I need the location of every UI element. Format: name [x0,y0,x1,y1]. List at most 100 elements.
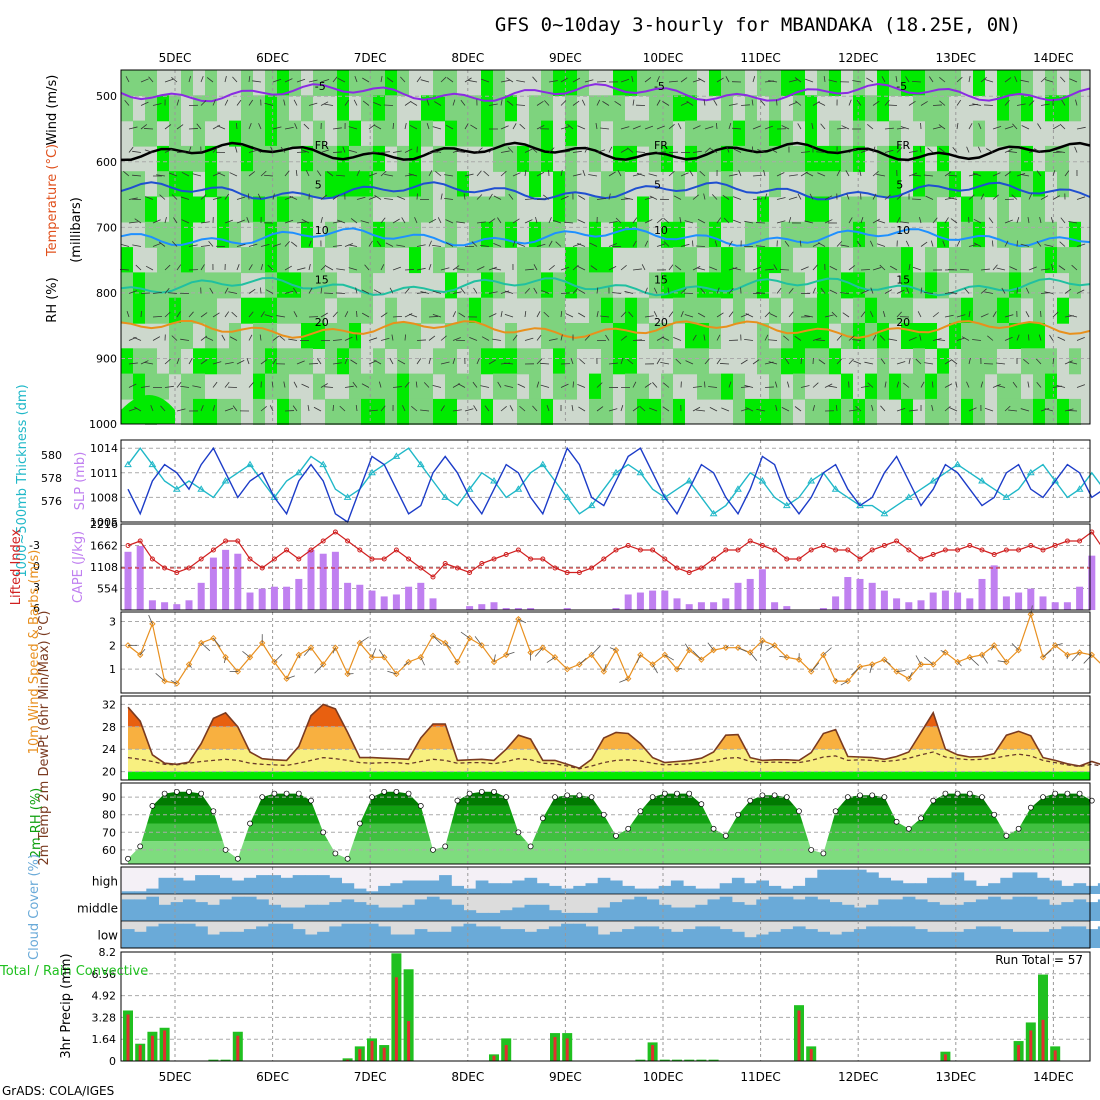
wind-barb [788,174,798,177]
lifted-index-point [296,556,302,562]
rh-cell [1021,221,1033,248]
wind-barb [170,680,177,684]
cloud-middle-bar [451,904,464,921]
cloud-high-bar [280,877,294,894]
wind-barb [679,216,682,224]
cloud-high-bar [304,875,318,894]
cape-bar [1051,602,1059,610]
rh-point [832,808,839,815]
wind-barb [544,100,550,106]
thickness-point [124,460,132,468]
cape-bar [514,608,522,610]
rh-axis-label: RH (%) [45,277,60,322]
cloud-middle-bar [512,907,525,921]
wind-barb [788,217,792,224]
wind-barb [196,123,202,130]
cloud-high-bar [158,877,172,894]
rh-cell [265,196,277,223]
wind-barb [176,358,180,365]
rh-point [491,788,497,795]
wind-barb [784,240,790,247]
cloud-high-bar [451,885,464,894]
wind-barb [884,194,891,200]
wind-barb [236,99,242,106]
cloud-low-bar [853,929,867,948]
wind-barb [968,194,975,200]
wind-barb [692,385,702,388]
rh-cell [313,272,325,299]
wind-barb [410,101,418,106]
rh-cell [853,221,865,248]
wind-barb [608,408,618,412]
wind-barb [716,334,721,341]
wind-barb [212,124,221,130]
wind-barb [476,358,480,365]
wind-barb [836,241,843,247]
rh-cell [1069,247,1081,274]
rh-cell [829,120,841,147]
slp-tick-label: 1008 [90,491,118,504]
panel-frame [120,695,1091,781]
wind-barb [144,128,154,130]
rh-point [576,792,583,799]
wind-barb [171,335,178,341]
wind-barb [176,99,180,106]
rh-cell [313,297,325,324]
pressure-tick-label: 600 [96,156,117,169]
cloud-middle-bar [585,912,599,921]
rh-point [478,788,485,795]
lifted-index-point [540,556,546,562]
wind-barb [709,266,718,271]
cloud-low-bar [243,929,257,948]
wind-barb [641,264,646,271]
wind-barb [812,264,818,271]
wind-barb [848,217,853,224]
rh-cell [433,297,445,324]
wind-barb [631,75,634,83]
cloud-low-bar [451,926,464,948]
wind-barb [260,170,267,177]
wind-barb [817,172,826,177]
wind-barb [536,198,546,200]
wind-barb [493,654,496,663]
cape-bar [978,578,986,610]
rh-cell [889,373,901,400]
rh-point [125,855,131,862]
lifted-index-point [967,543,973,548]
wind-barb [120,269,130,271]
rh-cell [973,70,985,96]
rh-point [771,792,778,799]
wind-barb [247,193,250,200]
wind-barb [776,197,786,200]
rh-cell [937,145,949,172]
cloud-middle-bar [780,896,794,921]
cape-bar [941,590,949,610]
rh-cell [1057,398,1069,425]
wind-barb [356,310,358,318]
rh-point [1027,804,1034,811]
wind-speed-point [539,644,547,651]
cloud-middle-bar [939,904,952,921]
cloud-high-bar [317,875,330,894]
rh-cell [877,373,889,400]
wind-barb [1068,314,1078,318]
wind-barb [420,291,430,294]
wind-barb [820,287,826,294]
rh-point [637,808,644,815]
rh-cell [1033,373,1045,400]
lifted-index-point [491,556,497,562]
rh-point [1076,790,1083,797]
rh-cell [769,348,781,375]
rh-cell [421,373,433,400]
date-label-bottom: 7DEC [354,1070,387,1084]
wind-barb [134,406,142,412]
rh-point [991,811,998,818]
rh-cell [157,272,169,299]
wind-barb [396,244,406,247]
cape-tick-label: 2216 [90,518,118,531]
wind-barb [876,174,886,177]
rh-cell [757,70,769,96]
wind-barb [577,219,586,224]
lifted-index-point [674,565,680,571]
lifted-index-point [711,556,717,562]
